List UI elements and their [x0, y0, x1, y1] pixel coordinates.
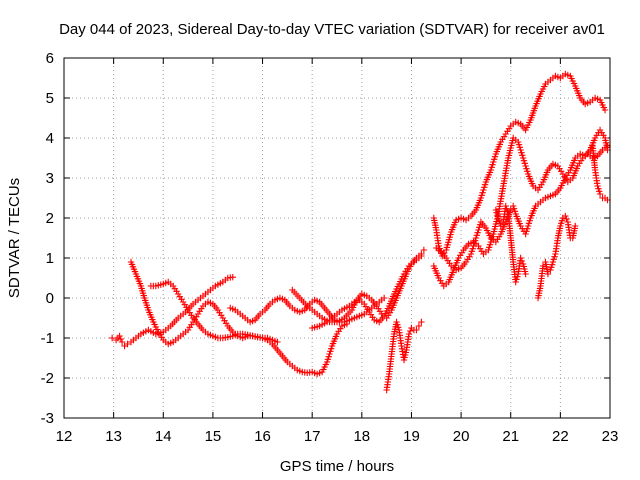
x-tick-label: 14: [155, 428, 172, 445]
data-points: [108, 70, 611, 394]
y-tick-label: 2: [46, 210, 54, 227]
y-tick-label: 1: [46, 250, 54, 267]
data-point: [572, 222, 579, 230]
data-point: [407, 327, 414, 335]
data-point: [229, 274, 236, 281]
y-tick-label: 3: [46, 170, 54, 187]
y-tick-label: 5: [46, 90, 54, 107]
data-point: [418, 318, 425, 326]
data-point: [124, 340, 131, 348]
x-tick-label: 16: [254, 428, 271, 445]
data-point: [562, 212, 569, 220]
y-tick-label: 0: [46, 290, 54, 307]
plot-frame: [63, 57, 611, 419]
chart-title: Day 044 of 2023, Sidereal Day-to-day VTE…: [59, 21, 605, 38]
y-tick-label: -2: [41, 370, 54, 387]
y-tick-label: -3: [41, 410, 54, 427]
x-tick-label: 22: [552, 428, 569, 445]
data-point: [118, 338, 126, 346]
data-point: [517, 254, 524, 262]
data-point: [116, 332, 123, 340]
y-tick-label: 6: [46, 50, 54, 67]
x-tick-label: 21: [502, 428, 519, 445]
x-axis-label: GPS time / hours: [280, 458, 394, 475]
data-point: [405, 330, 413, 338]
y-axis-label: SDTVAR / TECUs: [6, 178, 23, 298]
data-point: [563, 215, 570, 223]
y-tick-label: 4: [46, 130, 54, 147]
data-point: [413, 326, 420, 334]
data-point: [601, 106, 609, 114]
x-tick-label: 23: [602, 428, 619, 445]
x-tick-label: 13: [105, 428, 122, 445]
data-point: [497, 222, 504, 230]
x-tick-label: 12: [56, 428, 73, 445]
data-point: [380, 294, 388, 302]
x-tick-label: 15: [205, 428, 222, 445]
data-point: [507, 206, 514, 214]
data-point: [544, 270, 552, 278]
data-point: [274, 338, 281, 346]
x-tick-label: 17: [304, 428, 321, 445]
x-tick-label: 18: [353, 428, 370, 445]
data-point: [522, 270, 529, 278]
data-point: [415, 322, 423, 330]
data-point: [420, 246, 428, 254]
y-tick-label: -1: [41, 330, 54, 347]
data-point: [518, 257, 526, 265]
grid-lines: [64, 58, 610, 418]
data-point: [418, 252, 425, 260]
x-tick-label: 19: [403, 428, 420, 445]
data-point: [108, 334, 116, 342]
data-point: [596, 190, 604, 198]
x-tick-label: 20: [453, 428, 470, 445]
data-point: [117, 335, 125, 343]
